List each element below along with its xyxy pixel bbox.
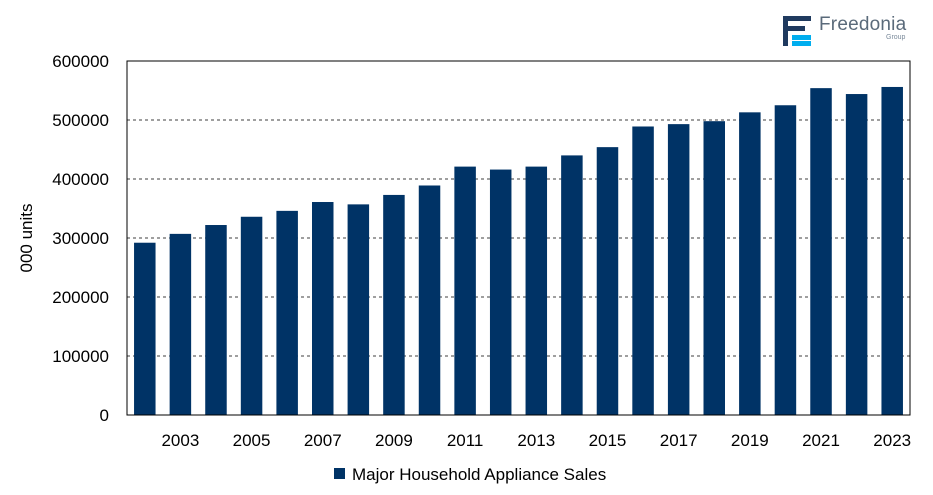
bar-2019	[739, 112, 761, 415]
y-tick-label: 0	[100, 406, 109, 425]
bar-2021	[810, 88, 832, 415]
x-tick-label: 2005	[233, 431, 271, 450]
bar-2023	[881, 86, 903, 416]
y-tick-label: 300000	[52, 229, 109, 248]
bar-2015	[596, 147, 619, 415]
bar-2022	[845, 94, 868, 415]
bar-2014	[561, 155, 583, 415]
y-axis-title: 000 units	[17, 204, 36, 273]
bar-2009	[383, 194, 405, 415]
freedonia-logo: Freedonia Group	[783, 14, 913, 48]
y-tick-label: 200000	[52, 288, 109, 307]
x-tick-label: 2017	[660, 431, 698, 450]
x-tick-label: 2011	[447, 431, 484, 450]
plot-area-frame	[126, 60, 911, 416]
bar-2020	[774, 105, 797, 415]
legend-label: Major Household Appliance Sales	[352, 465, 606, 484]
bar-2005	[240, 216, 263, 415]
bar-2016	[632, 126, 654, 416]
bar-2017	[667, 124, 690, 415]
y-tick-label: 600000	[52, 52, 109, 71]
x-tick-label: 2013	[517, 431, 555, 450]
freedonia-logo-icon	[783, 16, 811, 46]
bar-2006	[276, 210, 298, 415]
x-tick-label: 2023	[873, 431, 911, 450]
bar-series	[134, 86, 903, 416]
x-tick-label: 2009	[375, 431, 413, 450]
bar-2007	[312, 202, 334, 415]
y-tick-label: 100000	[52, 347, 109, 366]
gridlines	[127, 119, 910, 357]
y-axis-tick-labels: 0 100000 200000 300000 400000 500000 600000	[52, 52, 109, 425]
y-tick-label: 500000	[52, 111, 109, 130]
logo-wordmark: Freedonia	[819, 14, 907, 35]
x-tick-label: 2015	[589, 431, 627, 450]
x-tick-label: 2003	[161, 431, 199, 450]
bar-2011	[454, 166, 476, 415]
bar-2002	[134, 242, 156, 415]
y-tick-label: 400000	[52, 170, 109, 189]
x-tick-label: 2019	[731, 431, 769, 450]
x-axis-tick-labels: 2003 2005 2007 2009 2011 2013 2015 2017 2019 2021…	[161, 431, 911, 450]
bar-2008	[347, 204, 370, 415]
bar-2013	[525, 166, 548, 415]
x-tick-label: 2021	[802, 431, 840, 450]
legend-swatch	[334, 468, 345, 479]
bar-2012	[489, 169, 512, 415]
logo-subtext: Group	[886, 34, 906, 41]
x-tick-label: 2007	[304, 431, 342, 450]
bar-2010	[418, 185, 441, 415]
legend: Major Household Appliance Sales	[334, 465, 606, 484]
bar-2003	[169, 233, 192, 415]
bar-2018	[703, 121, 725, 416]
bar-2004	[205, 225, 227, 415]
